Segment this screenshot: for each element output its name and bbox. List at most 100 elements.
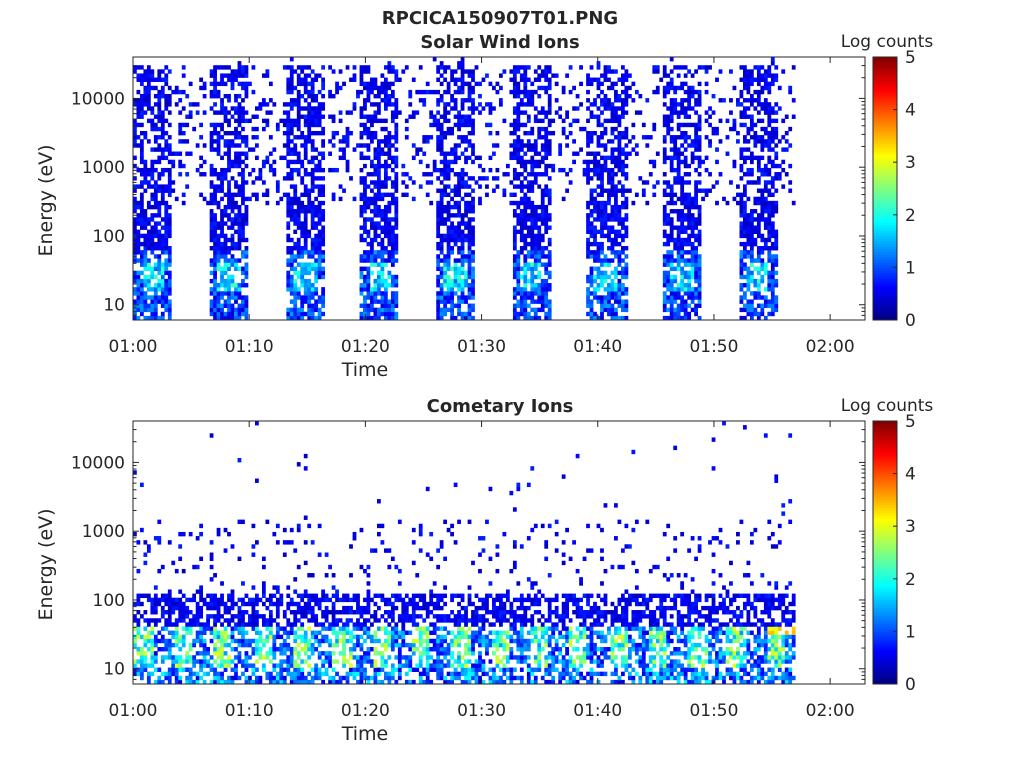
heatmap-cell xyxy=(293,266,298,271)
heatmap-cell xyxy=(143,540,148,545)
heatmap-cell xyxy=(178,126,183,132)
heatmap-cell xyxy=(303,266,308,271)
heatmap-cell xyxy=(488,110,493,115)
heatmap-cell xyxy=(610,315,615,321)
heatmap-cell xyxy=(551,118,556,124)
heatmap-cell xyxy=(519,209,524,214)
colorbar-swatch xyxy=(873,151,897,155)
heatmap-cell xyxy=(603,262,608,267)
heatmap-cell xyxy=(136,135,141,140)
heatmap-cell xyxy=(530,81,535,87)
heatmap-cell xyxy=(373,209,378,214)
heatmap-cell xyxy=(133,163,137,169)
heatmap-cell xyxy=(359,287,364,292)
heatmap-cell xyxy=(586,139,590,144)
heatmap-cell xyxy=(694,204,698,210)
heatmap-cell xyxy=(157,200,162,206)
heatmap-cell xyxy=(436,89,441,95)
heatmap-cell xyxy=(443,262,448,267)
heatmap-cell xyxy=(300,204,305,210)
heatmap-cell xyxy=(307,283,312,288)
heatmap-cell xyxy=(178,159,183,165)
heatmap-cell xyxy=(600,81,604,87)
heatmap-cell xyxy=(457,65,461,70)
heatmap-cell xyxy=(363,266,367,271)
heatmap-cell xyxy=(146,106,151,111)
heatmap-cell xyxy=(540,188,545,193)
heatmap-cell xyxy=(143,262,148,267)
heatmap-cell xyxy=(610,209,615,214)
heatmap-cell xyxy=(586,311,590,317)
heatmap-cell xyxy=(683,98,688,103)
heatmap-cell xyxy=(363,250,367,255)
heatmap-cell xyxy=(537,274,542,280)
heatmap-cell xyxy=(317,118,322,124)
heatmap-cell xyxy=(464,221,468,226)
heatmap-cell xyxy=(401,172,406,177)
heatmap-cell xyxy=(394,295,399,300)
heatmap-cell xyxy=(157,98,162,103)
heatmap-cell xyxy=(784,139,789,144)
heatmap-cell xyxy=(181,73,186,78)
heatmap-cell xyxy=(547,151,552,156)
heatmap-cell xyxy=(676,295,681,300)
heatmap-cell xyxy=(223,270,228,276)
heatmap-cell xyxy=(516,274,521,280)
heatmap-cell xyxy=(265,122,270,128)
heatmap-cell xyxy=(502,172,507,177)
heatmap-cell xyxy=(537,159,542,165)
heatmap-cell xyxy=(363,184,367,189)
heatmap-cell xyxy=(387,233,392,239)
heatmap-cell xyxy=(530,241,535,247)
heatmap-cell xyxy=(443,69,448,74)
heatmap-cell xyxy=(178,659,183,664)
heatmap-cell xyxy=(509,200,514,206)
heatmap-cell xyxy=(146,69,151,74)
heatmap-cell xyxy=(234,200,238,206)
heatmap-cell xyxy=(188,102,193,107)
heatmap-cell xyxy=(495,89,500,95)
x-tick-label: 01:20 xyxy=(341,337,390,357)
heatmap-cell xyxy=(537,151,542,156)
heatmap-cell xyxy=(683,270,688,276)
heatmap-cell xyxy=(293,69,298,74)
heatmap-cell xyxy=(377,110,381,115)
heatmap-cell xyxy=(596,204,601,210)
heatmap-cell xyxy=(223,93,228,99)
heatmap-cell xyxy=(425,89,430,95)
heatmap-cell xyxy=(753,307,758,313)
heatmap-cell xyxy=(453,225,458,230)
heatmap-cell xyxy=(220,270,224,276)
heatmap-cell xyxy=(687,93,692,99)
heatmap-cell xyxy=(209,81,214,87)
heatmap-cell xyxy=(164,225,169,230)
heatmap-cell xyxy=(244,139,249,144)
heatmap-cell xyxy=(213,73,217,78)
heatmap-cell xyxy=(443,258,448,263)
heatmap-cell xyxy=(209,73,214,78)
heatmap-cell xyxy=(310,307,315,313)
heatmap-cell xyxy=(621,204,625,210)
heatmap-cell xyxy=(519,188,524,193)
heatmap-cell xyxy=(377,188,381,193)
heatmap-cell xyxy=(237,114,242,119)
heatmap-cell xyxy=(519,200,524,206)
heatmap-cell xyxy=(669,225,674,230)
heatmap-cell xyxy=(237,241,242,247)
heatmap-cell xyxy=(736,192,740,198)
heatmap-cell xyxy=(450,291,454,296)
heatmap-cell xyxy=(523,274,528,280)
heatmap-cell xyxy=(516,102,521,107)
heatmap-cell xyxy=(767,130,772,136)
heatmap-cell xyxy=(617,217,622,222)
heatmap-cell xyxy=(669,229,674,234)
heatmap-cell xyxy=(683,110,688,115)
heatmap-cell xyxy=(586,254,590,259)
heatmap-cell xyxy=(767,81,772,87)
heatmap-cell xyxy=(610,291,615,296)
heatmap-cell xyxy=(753,291,758,296)
heatmap-cell xyxy=(387,163,392,169)
heatmap-cell xyxy=(446,126,451,132)
heatmap-cell xyxy=(523,167,528,173)
heatmap-cell xyxy=(617,167,622,173)
